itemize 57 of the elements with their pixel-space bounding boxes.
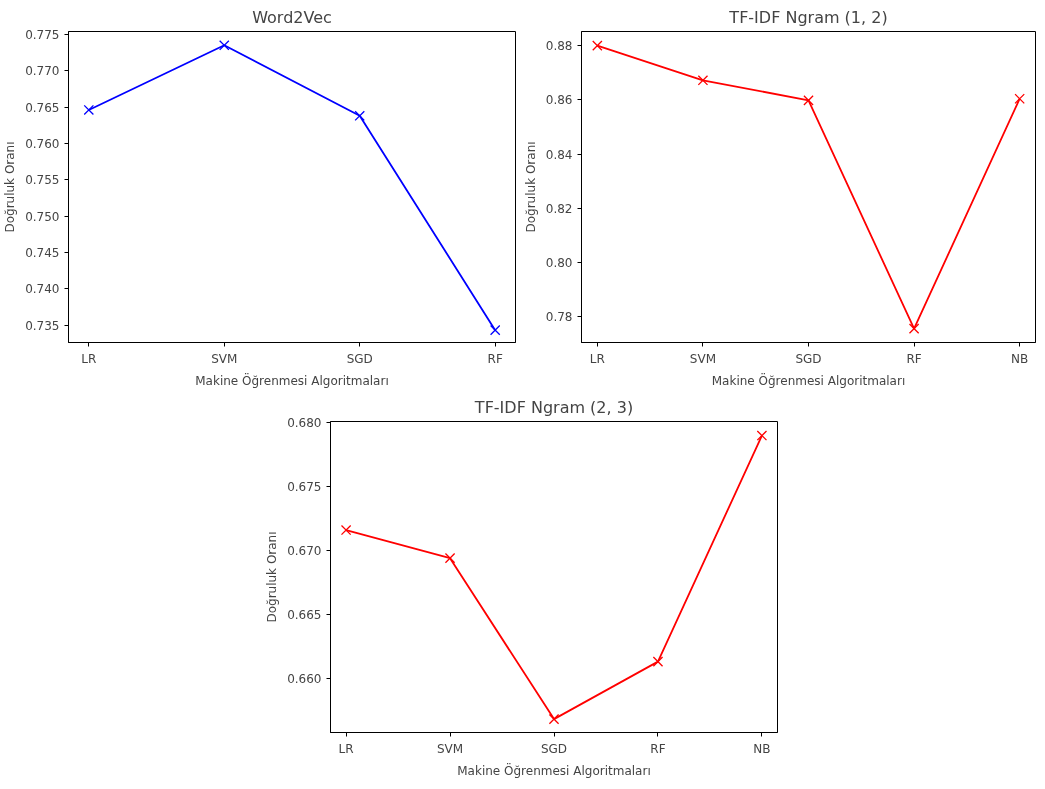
y-axis-title: Doğruluk Oranı bbox=[265, 531, 280, 623]
point bbox=[219, 40, 230, 51]
point bbox=[756, 430, 768, 441]
y-tick-label: 0.82 bbox=[545, 201, 573, 216]
x-tick-label: LR bbox=[338, 741, 354, 756]
x-tick-label: LR bbox=[589, 351, 605, 366]
point bbox=[354, 110, 365, 122]
y-axis-title: Doğruluk Oranı bbox=[523, 141, 538, 233]
y-tick-label: 0.765 bbox=[25, 100, 60, 115]
y-tick-label: 0.665 bbox=[287, 607, 322, 622]
y-tick-label: 0.78 bbox=[545, 310, 573, 325]
y-tick-label: 0.84 bbox=[545, 147, 573, 162]
y-tick-label: 0.775 bbox=[25, 27, 60, 42]
point bbox=[548, 713, 560, 725]
chart-title: TF-IDF Ngram (2, 3) bbox=[473, 397, 634, 417]
y-axis-title: Doğruluk Oranı bbox=[3, 141, 18, 233]
point bbox=[444, 552, 456, 564]
x-tick-label: NB bbox=[1011, 351, 1029, 366]
point bbox=[83, 104, 95, 116]
x-axis-title: Makine Öğrenmesi Algoritmaları bbox=[711, 371, 906, 388]
y-tick-label: 0.750 bbox=[25, 209, 60, 224]
point bbox=[1014, 93, 1025, 104]
x-tick-label: RF bbox=[906, 351, 922, 366]
y-tick-label: 0.675 bbox=[287, 480, 322, 495]
point bbox=[489, 324, 501, 336]
y-tick-label: 0.660 bbox=[287, 671, 322, 686]
x-tick-label: RF bbox=[487, 351, 503, 366]
x-tick-label: SVM bbox=[211, 351, 238, 366]
point bbox=[340, 524, 352, 536]
y-tick-label: 0.86 bbox=[545, 93, 573, 108]
x-axis-title: Makine Öğrenmesi Algoritmaları bbox=[457, 761, 651, 778]
chart-title: Word2Vec bbox=[252, 7, 332, 27]
x-tick-label: SVM bbox=[689, 351, 717, 366]
y-tick-label: 0.745 bbox=[25, 245, 60, 260]
x-tick-label: RF bbox=[650, 741, 666, 756]
y-tick-label: 0.735 bbox=[25, 318, 60, 333]
y-tick-label: 0.760 bbox=[25, 136, 60, 151]
x-tick-label: LR bbox=[81, 351, 97, 366]
y-tick-label: 0.770 bbox=[25, 64, 60, 79]
x-tick-label: SGD bbox=[346, 351, 373, 366]
y-tick-label: 0.670 bbox=[287, 544, 322, 558]
y-tick-label: 0.740 bbox=[25, 282, 60, 297]
point bbox=[908, 323, 920, 334]
y-tick-label: 0.88 bbox=[545, 39, 573, 54]
y-tick-label: 0.680 bbox=[287, 416, 322, 431]
x-axis-title: Makine Öğrenmesi Algoritmaları bbox=[195, 371, 389, 388]
point bbox=[652, 656, 664, 667]
y-tick-label: 0.80 bbox=[545, 256, 573, 271]
chart-title: TF-IDF Ngram (1, 2) bbox=[728, 7, 888, 27]
x-tick-label: SVM bbox=[436, 741, 464, 756]
point bbox=[697, 75, 709, 86]
y-tick-label: 0.755 bbox=[25, 173, 60, 188]
x-tick-label: SGD bbox=[540, 741, 568, 756]
x-tick-label: NB bbox=[753, 741, 771, 756]
x-tick-label: SGD bbox=[795, 351, 822, 366]
point bbox=[592, 40, 603, 51]
point bbox=[803, 95, 814, 106]
